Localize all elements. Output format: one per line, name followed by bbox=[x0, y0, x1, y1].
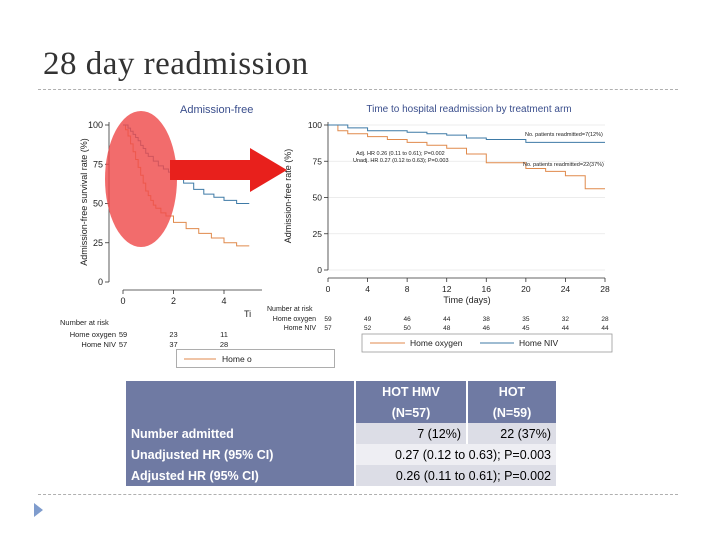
right-legend-box bbox=[361, 333, 613, 353]
row-label-unadjusted-hr: Unadjusted HR (95% CI) bbox=[126, 444, 355, 465]
right-y-tick-label: 75 bbox=[313, 156, 323, 166]
left-series-line bbox=[123, 124, 250, 247]
table-row: Unadjusted HR (95% CI) 0.27 (0.12 to 0.6… bbox=[126, 444, 556, 465]
right-risk-header: Number at risk bbox=[267, 306, 313, 313]
left-y-tick-label: 0 bbox=[98, 277, 103, 287]
left-legend-fragment: Home o bbox=[176, 349, 335, 368]
right-y-tick-label: 50 bbox=[313, 193, 323, 203]
cell-hmv-admitted: 7 (12%) bbox=[354, 423, 467, 444]
left-y-tick-label: 100 bbox=[88, 120, 103, 130]
left-risk-value: 59 bbox=[119, 330, 127, 339]
right-risk-value: 48 bbox=[443, 325, 451, 332]
right-risk-value: 46 bbox=[404, 316, 412, 323]
right-risk-value: 49 bbox=[364, 316, 372, 323]
left-risk-value: 23 bbox=[169, 330, 177, 339]
annotation-niv-readmitted: No. patients readmitted=7(12%) bbox=[525, 132, 603, 138]
cell-adjusted-hr: 0.26 (0.11 to 0.61); P=0.002 bbox=[354, 465, 556, 486]
row-label-adjusted-hr: Adjusted HR (95% CI) bbox=[126, 465, 355, 486]
left-series-line bbox=[123, 124, 250, 204]
right-x-tick-label: 20 bbox=[521, 284, 531, 294]
col-header-hot-hmv: HOT HMV bbox=[354, 381, 467, 402]
left-x-axis-label-fragment: Ti bbox=[244, 309, 251, 319]
table-row: Number admitted 7 (12%) 22 (37%) bbox=[126, 423, 556, 444]
annotation-unadjusted-hr: Unadj. HR 0.27 (0.12 to 0.63); P=0.003 bbox=[353, 158, 449, 164]
legend-label-oxygen: Home oxygen bbox=[410, 338, 463, 348]
left-y-tick-label: 50 bbox=[93, 199, 103, 209]
right-risk-value: 44 bbox=[601, 325, 609, 332]
right-x-axis-label: Time (days) bbox=[443, 295, 490, 305]
right-x-tick-label: 16 bbox=[482, 284, 492, 294]
col-sub-hot-hmv: (N=57) bbox=[354, 402, 467, 423]
left-x-tick-label: 0 bbox=[120, 296, 125, 306]
left-risk-value: 37 bbox=[169, 340, 177, 349]
table-corner bbox=[126, 381, 355, 423]
col-header-hot: HOT bbox=[466, 381, 556, 402]
legend-label-niv: Home NIV bbox=[519, 338, 559, 348]
right-risk-value: 52 bbox=[364, 325, 372, 332]
left-legend-box bbox=[176, 349, 335, 368]
right-y-axis-label: Admission-free rate (%) bbox=[283, 149, 293, 244]
right-risk-value: 59 bbox=[324, 316, 332, 323]
right-x-tick-label: 24 bbox=[561, 284, 571, 294]
right-risk-value: 57 bbox=[324, 325, 332, 332]
left-risk-value: 57 bbox=[119, 340, 127, 349]
right-x-tick-label: 4 bbox=[365, 284, 370, 294]
right-series-line bbox=[328, 124, 605, 143]
right-risk-value: 46 bbox=[483, 325, 491, 332]
right-risk-value: 44 bbox=[562, 325, 570, 332]
right-x-tick-label: 0 bbox=[326, 284, 331, 294]
left-y-axis-label: Admission-free survival rate (%) bbox=[79, 138, 89, 266]
slide-title: 28 day readmission bbox=[43, 46, 309, 82]
left-legend-label-oxygen: Home o bbox=[222, 354, 252, 364]
left-risk-value: 28 bbox=[220, 340, 228, 349]
right-risk-value: 35 bbox=[522, 316, 530, 323]
right-risk-value: 38 bbox=[483, 316, 491, 323]
right-x-tick-label: 28 bbox=[600, 284, 610, 294]
right-risk-value: 50 bbox=[404, 325, 412, 332]
title-divider bbox=[38, 89, 678, 90]
right-chart-title: Time to hospital readmission by treatmen… bbox=[366, 104, 571, 115]
left-x-tick-label: 2 bbox=[171, 296, 176, 306]
left-risk-label-oxygen: Home oxygen bbox=[70, 330, 116, 339]
left-risk-value: 11 bbox=[220, 330, 228, 339]
right-risk-value: 44 bbox=[443, 316, 451, 323]
right-y-tick-label: 25 bbox=[313, 229, 323, 239]
right-risk-value: 28 bbox=[601, 316, 609, 323]
right-y-tick-label: 0 bbox=[317, 265, 322, 275]
right-kaplan-meier-chart: 0 25 50 75 100 0 59 57 4 49 52 8 46 50 12 44 48 16 38 46 20 3… bbox=[262, 98, 624, 360]
table-row: Adjusted HR (95% CI) 0.26 (0.11 to 0.61)… bbox=[126, 465, 556, 486]
left-x-tick-label: 4 bbox=[221, 296, 226, 306]
left-y-tick-label: 75 bbox=[93, 159, 103, 169]
left-risk-label-niv: Home NIV bbox=[81, 340, 116, 349]
right-risk-value: 32 bbox=[562, 316, 570, 323]
cell-unadjusted-hr: 0.27 (0.12 to 0.63); P=0.003 bbox=[354, 444, 556, 465]
right-x-tick-label: 8 bbox=[405, 284, 410, 294]
right-x-tick-label: 12 bbox=[442, 284, 452, 294]
footer-divider bbox=[38, 494, 678, 495]
row-label-number-admitted: Number admitted bbox=[126, 423, 355, 444]
right-risk-label-niv: Home NIV bbox=[284, 325, 317, 332]
right-y-tick-label: 100 bbox=[308, 120, 322, 130]
col-sub-hot: (N=59) bbox=[466, 402, 556, 423]
annotation-oxygen-readmitted: No. patients readmitted=22(37%) bbox=[523, 162, 604, 168]
left-chart-title: Admission-free bbox=[180, 104, 253, 116]
left-risk-header: Number at risk bbox=[60, 318, 109, 327]
cell-hot-admitted: 22 (37%) bbox=[466, 423, 556, 444]
right-series-line bbox=[328, 124, 605, 190]
results-table: HOT HMV HOT (N=57) (N=59) Number admitte… bbox=[126, 381, 556, 486]
right-risk-label-oxygen: Home oxygen bbox=[273, 316, 316, 323]
annotation-adjusted-hr: Adj. HR 0.26 (0.11 to 0.61); P=0.002 bbox=[356, 151, 445, 157]
slide-bullet-icon bbox=[34, 503, 43, 517]
right-chart-panel bbox=[262, 98, 624, 360]
right-risk-value: 45 bbox=[522, 325, 530, 332]
left-y-tick-label: 25 bbox=[93, 238, 103, 248]
